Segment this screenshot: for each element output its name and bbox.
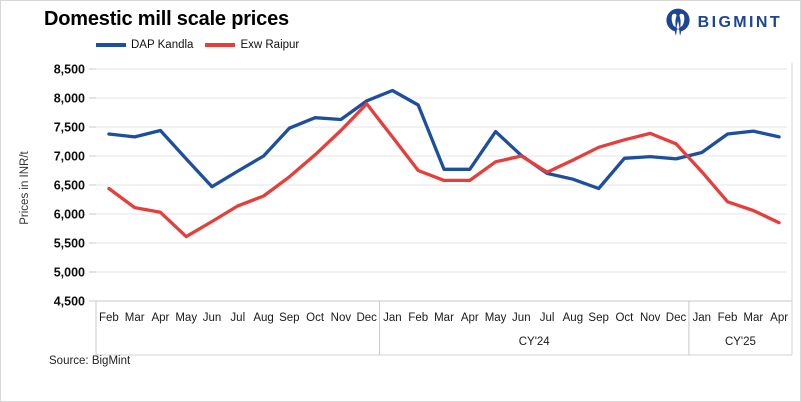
bigmint-logo: BIGMINT xyxy=(664,7,782,38)
month-label: Jul xyxy=(540,312,555,324)
legend-label: Exw Raipur xyxy=(240,39,300,51)
legend-item-exw-raipur: Exw Raipur xyxy=(205,39,299,51)
month-label: Mar xyxy=(125,312,145,324)
month-label: Aug xyxy=(253,312,273,324)
y-tick-label: 8,500 xyxy=(54,63,85,77)
y-axis-title: Prices in INR/t xyxy=(19,150,31,224)
legend-label: DAP Kandla xyxy=(131,39,194,51)
month-label: Apr xyxy=(151,312,169,324)
month-label: Jul xyxy=(230,312,245,324)
cy-group-label: CY'25 xyxy=(725,336,756,348)
month-label: Apr xyxy=(461,312,479,324)
y-tick-label: 5,000 xyxy=(54,266,85,280)
bigmint-logo-icon xyxy=(666,8,690,36)
legend-swatch-exw-raipur xyxy=(205,43,236,47)
month-label: Mar xyxy=(434,312,454,324)
month-label: Mar xyxy=(743,312,763,324)
chart-legend: DAP Kandla Exw Raipur xyxy=(96,39,299,51)
month-label: May xyxy=(485,312,507,324)
source-note: Source: BigMint xyxy=(49,355,131,367)
month-label: Jan xyxy=(693,312,712,324)
month-label: Oct xyxy=(306,312,325,324)
y-tick-label: 8,000 xyxy=(54,92,85,106)
y-tick-label: 7,500 xyxy=(54,121,85,135)
y-tick-label: 6,000 xyxy=(54,208,85,222)
bigmint-logo-text: BIGMINT xyxy=(697,13,782,31)
month-label: Dec xyxy=(356,312,377,324)
month-label: Oct xyxy=(615,312,634,324)
month-label: May xyxy=(175,312,197,324)
month-label: Nov xyxy=(331,312,352,324)
series-line-dap-kandla xyxy=(107,88,781,191)
y-tick-label: 4,500 xyxy=(54,295,85,309)
month-label: Aug xyxy=(563,312,583,324)
month-label: Dec xyxy=(666,312,687,324)
month-label: Nov xyxy=(640,312,661,324)
page-title: Domestic mill scale prices xyxy=(44,8,289,30)
month-label: Feb xyxy=(99,312,119,324)
y-tick-label: 7,000 xyxy=(54,150,85,164)
month-label: Apr xyxy=(770,312,788,324)
cy-group-label: CY'24 xyxy=(519,336,551,348)
series-line-exw-raipur xyxy=(107,102,781,239)
y-tick-label: 5,500 xyxy=(54,237,85,251)
y-tick-label: 6,500 xyxy=(54,179,85,193)
legend-item-dap-kandla: DAP Kandla xyxy=(96,39,193,51)
month-label: Feb xyxy=(408,312,428,324)
month-label: Jun xyxy=(512,312,531,324)
month-label: Jan xyxy=(383,312,402,324)
month-label: Jun xyxy=(203,312,222,324)
legend-swatch-dap-kandla xyxy=(96,43,126,47)
month-label: Sep xyxy=(588,312,608,324)
month-label: Feb xyxy=(718,312,738,324)
month-label: Sep xyxy=(279,312,299,324)
